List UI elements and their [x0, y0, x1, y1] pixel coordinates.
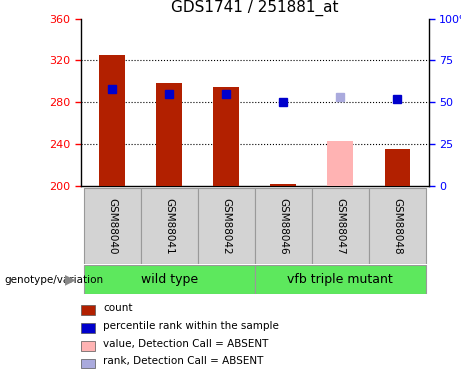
Bar [81, 341, 95, 351]
Bar [99, 55, 125, 186]
Text: genotype/variation: genotype/variation [5, 275, 104, 285]
Bar [83, 188, 141, 264]
Bar [198, 188, 255, 264]
Bar [369, 188, 426, 264]
Text: vfb triple mutant: vfb triple mutant [287, 273, 393, 286]
Text: wild type: wild type [141, 273, 198, 286]
Bar [81, 323, 95, 333]
Text: GSM88040: GSM88040 [107, 198, 117, 254]
Text: percentile rank within the sample: percentile rank within the sample [103, 321, 279, 331]
Text: value, Detection Call = ABSENT: value, Detection Call = ABSENT [103, 339, 269, 349]
Text: GSM88047: GSM88047 [335, 198, 345, 254]
Text: count: count [103, 303, 133, 313]
Bar [271, 183, 296, 186]
Bar [156, 83, 182, 186]
Bar [255, 188, 312, 264]
Bar [255, 265, 426, 294]
Bar [312, 188, 369, 264]
Text: GSM88048: GSM88048 [392, 198, 402, 254]
Bar [81, 305, 95, 315]
Bar [81, 358, 95, 368]
Title: GDS1741 / 251881_at: GDS1741 / 251881_at [171, 0, 338, 16]
Bar [384, 149, 410, 186]
Bar [83, 265, 255, 294]
Bar [213, 87, 239, 186]
Text: GSM88041: GSM88041 [164, 198, 174, 254]
Text: ▶: ▶ [65, 273, 76, 287]
Text: GSM88042: GSM88042 [221, 198, 231, 254]
Bar [141, 188, 198, 264]
Text: GSM88046: GSM88046 [278, 198, 288, 254]
Bar [327, 141, 353, 186]
Text: rank, Detection Call = ABSENT: rank, Detection Call = ABSENT [103, 357, 264, 366]
